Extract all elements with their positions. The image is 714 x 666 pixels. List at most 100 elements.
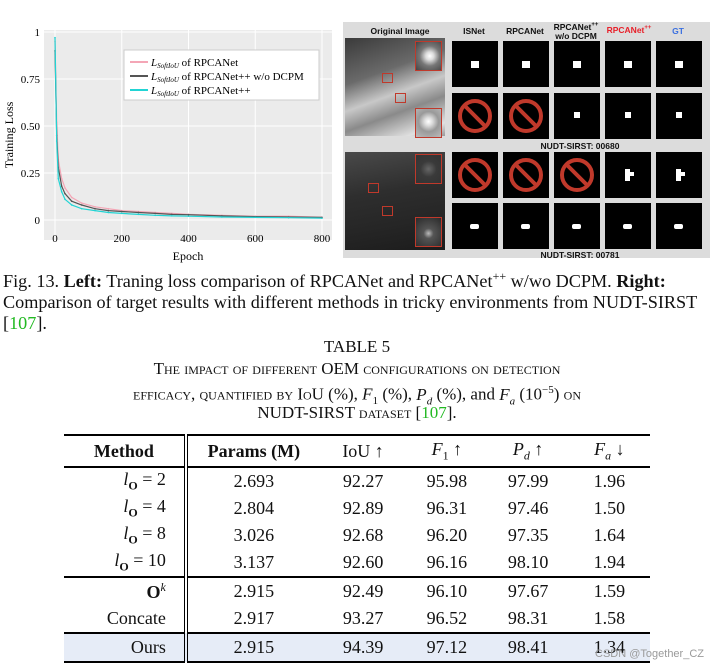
citation-link[interactable]: 107: [421, 403, 447, 422]
sample-id-00680: NUDT-SIRST: 00680: [540, 141, 620, 151]
table-row: lO = 8 3.026 92.68 96.20 97.35 1.64: [64, 522, 650, 549]
iou-cell: 93.27: [342, 608, 384, 628]
header-rpcanet-pp: RPCANet++: [606, 24, 652, 35]
result-cell: [656, 41, 702, 87]
series-point: [321, 217, 323, 219]
f1-cell: 96.10: [426, 581, 468, 601]
series-point: [221, 215, 223, 217]
roi-box: [382, 73, 393, 83]
series-point: [154, 212, 156, 215]
series-point: [60, 177, 63, 180]
right-label: Right:: [616, 271, 666, 292]
series-point: [64, 198, 66, 201]
fa-cell: 1.96: [593, 471, 626, 491]
result-cell: [503, 203, 549, 249]
figure-label: Fig. 13.: [3, 271, 60, 292]
series-point: [107, 211, 110, 214]
method-cell: Ours: [64, 633, 188, 662]
params-cell: 2.693: [233, 471, 275, 491]
roi-box: [395, 93, 406, 103]
series-point: [287, 216, 290, 219]
result-cell: [503, 41, 549, 87]
result-cell: [452, 203, 498, 249]
params-cell: 2.915: [233, 581, 275, 601]
series-point: [187, 213, 190, 216]
y-tick-label: 0.25: [21, 168, 41, 180]
header-isnet: ISNet: [463, 26, 485, 36]
method-cell: lO = 2: [64, 467, 188, 495]
result-cell: [452, 93, 498, 139]
fa-cell: 1.34: [593, 637, 626, 657]
legend-entry: LSoftIoU of RPCANet++ w/o DCPM: [150, 71, 304, 84]
col-params: Params (M): [207, 440, 301, 461]
series-point: [64, 192, 66, 195]
table-row: Concate 2.917 93.27 96.52 98.31 1.58: [64, 605, 650, 633]
series-point: [55, 140, 58, 142]
method-cell: Concate: [64, 605, 188, 633]
col-iou: IoU ↑: [342, 440, 384, 461]
header-original: Original Image: [370, 26, 430, 36]
f1-cell: 95.98: [426, 471, 468, 491]
series-point: [137, 211, 140, 214]
header-rpcanet: RPCANet: [506, 26, 544, 36]
series-point: [94, 207, 96, 210]
series-point: [57, 177, 60, 180]
citation-link[interactable]: 107: [9, 313, 37, 334]
fa-cell: 1.58: [593, 608, 626, 628]
series-point: [94, 209, 96, 212]
series-point: [94, 206, 96, 208]
results-table: Method Params (M) IoU ↑ F1 ↑ Pd ↑ Fa ↓ l…: [64, 434, 650, 663]
series-point: [107, 207, 110, 210]
roi-box: [368, 183, 379, 193]
y-tick-label: 0.75: [21, 74, 41, 86]
header-gt: GT: [672, 26, 684, 36]
y-tick-label: 0.50: [21, 121, 41, 133]
legend-entry: LSoftIoU of RPCANet: [150, 57, 238, 70]
pd-cell: 98.10: [507, 552, 549, 572]
series-point: [70, 204, 73, 206]
table-row-highlight: Ours 2.915 94.39 97.12 98.41 1.34: [64, 633, 650, 662]
series-point: [187, 215, 190, 218]
f1-cell: 96.16: [426, 552, 468, 572]
sample-id-00781: NUDT-SIRST: 00781: [540, 250, 620, 260]
roi-box: [382, 206, 393, 216]
result-cell: [452, 41, 498, 87]
table-row: Ok 2.915 92.49 96.10 97.67 1.59: [64, 577, 650, 605]
legend-entry: LSoftIoU of RPCANet++: [150, 85, 251, 98]
pd-cell: 97.35: [507, 525, 549, 545]
x-tick-label: 400: [180, 233, 197, 245]
result-cell: [605, 41, 651, 87]
table-caption-line3: NUDT-SIRST dataset [107].: [257, 403, 457, 422]
series-point: [154, 214, 156, 217]
fa-cell: 1.64: [593, 525, 626, 545]
series-point: [80, 204, 83, 206]
table-caption-line2: efficacy, quantified by IoU (%), F1 (%),…: [132, 384, 582, 408]
table-row: lO = 2 2.693 92.27 95.98 97.99 1.96: [64, 467, 650, 495]
f1-cell: 96.20: [426, 525, 468, 545]
col-pd: Pd ↑: [512, 438, 544, 463]
y-tick-label: 0: [35, 215, 41, 227]
result-cell: [554, 203, 600, 249]
method-cell: Ok: [64, 577, 188, 605]
series-line: [54, 50, 323, 218]
series-point: [80, 202, 83, 204]
zoom-inset: [415, 41, 442, 71]
method-cell: lO = 10: [64, 549, 188, 577]
fa-cell: 1.94: [593, 552, 626, 572]
method-cell: lO = 4: [64, 495, 188, 522]
zoom-inset: [415, 108, 442, 138]
iou-cell: 92.49: [342, 581, 384, 601]
x-axis-label: Epoch: [173, 249, 204, 263]
pd-cell: 98.41: [507, 637, 549, 657]
f1-cell: 97.12: [426, 637, 468, 657]
series-point: [221, 216, 223, 218]
training-loss-chart: 0 200 400 600 800 0 0.25 0.50 0.75 1 Training Los…: [2, 27, 332, 263]
result-cell: [503, 93, 549, 139]
result-cell: [605, 152, 651, 198]
header-rpcanet-wo-dcpm: RPCANet++ w/o DCPM: [553, 21, 599, 41]
left-label: Left:: [63, 271, 103, 292]
params-cell: 2.915: [233, 637, 275, 657]
params-cell: 3.026: [233, 525, 275, 545]
pd-cell: 97.67: [507, 581, 549, 601]
series-point: [120, 212, 123, 215]
